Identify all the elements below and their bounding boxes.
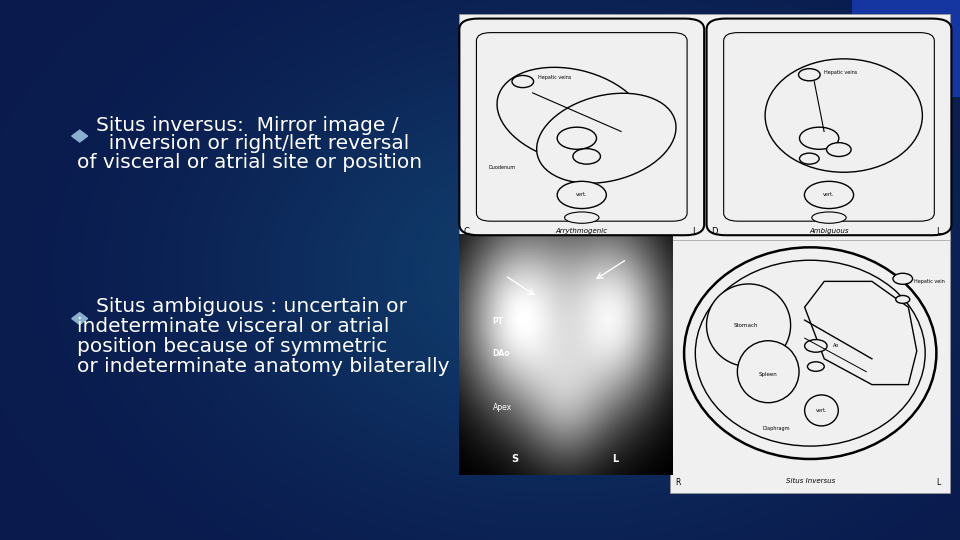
Text: L: L (936, 227, 941, 236)
Ellipse shape (812, 212, 846, 224)
Circle shape (827, 143, 852, 157)
Text: of visceral or atrial site or position: of visceral or atrial site or position (77, 152, 422, 172)
Text: vert.: vert. (576, 192, 588, 198)
Text: Spleen: Spleen (758, 372, 778, 377)
Text: L: L (612, 454, 619, 464)
Text: PT: PT (492, 317, 504, 326)
Circle shape (804, 340, 828, 352)
Text: C: C (464, 227, 469, 236)
Ellipse shape (695, 260, 925, 446)
Circle shape (512, 76, 534, 87)
Text: Diaphragm: Diaphragm (763, 426, 790, 431)
Circle shape (557, 127, 596, 149)
FancyBboxPatch shape (459, 18, 705, 235)
Text: Hepatic veins: Hepatic veins (824, 70, 857, 75)
Ellipse shape (557, 181, 607, 208)
Ellipse shape (684, 247, 936, 459)
Ellipse shape (497, 68, 647, 164)
Text: Situs Inversus: Situs Inversus (785, 478, 835, 484)
Text: inversion or right/left reversal: inversion or right/left reversal (96, 133, 409, 153)
Text: Stomach: Stomach (733, 323, 758, 328)
Text: Hepatic vein: Hepatic vein (914, 279, 945, 284)
Circle shape (800, 127, 839, 149)
Bar (670, 235, 950, 493)
Text: L: L (692, 227, 696, 236)
Ellipse shape (804, 395, 838, 426)
FancyBboxPatch shape (724, 32, 934, 221)
Text: Hepatic veins: Hepatic veins (538, 75, 571, 79)
Circle shape (896, 295, 910, 303)
Text: Arrythmogenic: Arrythmogenic (556, 228, 608, 234)
Text: indeterminate visceral or atrial: indeterminate visceral or atrial (77, 317, 389, 336)
Text: D: D (711, 227, 717, 236)
Bar (852, 0, 960, 97)
Text: Duodenum: Duodenum (489, 165, 516, 170)
Text: S: S (512, 454, 518, 464)
Ellipse shape (707, 284, 791, 367)
Ellipse shape (804, 181, 853, 208)
Circle shape (893, 273, 913, 284)
Text: R: R (675, 478, 681, 487)
Text: Apex: Apex (492, 403, 512, 413)
Bar (459, 235, 672, 475)
Ellipse shape (537, 93, 676, 183)
Text: Ao: Ao (832, 343, 839, 348)
Ellipse shape (737, 341, 799, 403)
Polygon shape (72, 313, 87, 325)
FancyBboxPatch shape (707, 18, 951, 235)
Polygon shape (804, 281, 917, 384)
Text: Situs ambiguous : uncertain or: Situs ambiguous : uncertain or (96, 297, 407, 316)
Text: L: L (936, 478, 940, 487)
Text: position because of symmetric: position because of symmetric (77, 337, 387, 356)
Text: Ambiguous: Ambiguous (809, 228, 849, 234)
Text: DAo: DAo (492, 349, 510, 359)
Text: Situs inversus:  Mirror image /: Situs inversus: Mirror image / (96, 116, 398, 135)
Ellipse shape (765, 59, 923, 172)
Text: or indeterminate anatomy bilaterally: or indeterminate anatomy bilaterally (77, 357, 449, 376)
Ellipse shape (564, 212, 599, 224)
Circle shape (807, 362, 825, 372)
Circle shape (799, 69, 820, 81)
Circle shape (573, 148, 600, 164)
Polygon shape (72, 130, 87, 142)
Text: vert.: vert. (824, 192, 835, 198)
Text: vert.: vert. (816, 408, 828, 413)
FancyBboxPatch shape (476, 32, 687, 221)
Bar (459, 14, 950, 240)
Circle shape (800, 153, 819, 164)
